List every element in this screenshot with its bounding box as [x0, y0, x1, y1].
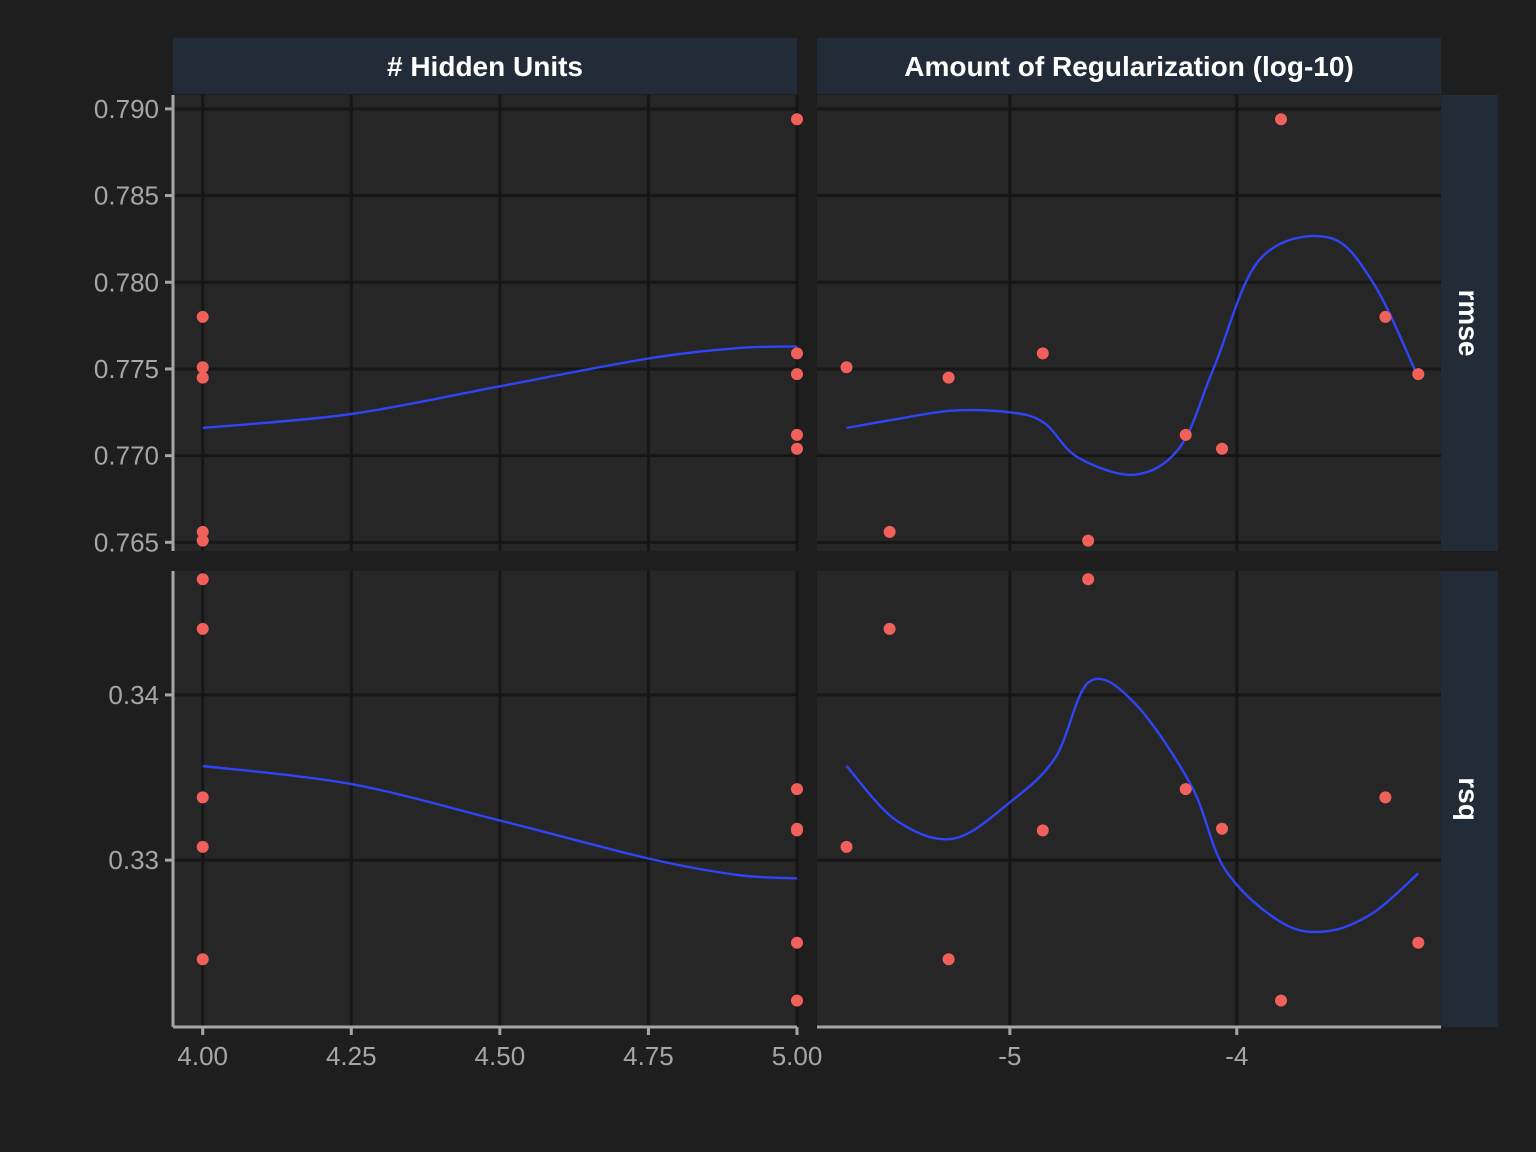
x-tick-label: 5.00 — [772, 1041, 823, 1071]
data-point — [1379, 791, 1391, 803]
panel-background — [817, 95, 1441, 551]
panel-background — [817, 571, 1441, 1027]
x-tick-label: 4.50 — [475, 1041, 526, 1071]
y-tick-label: 0.790 — [94, 94, 159, 124]
data-point — [1082, 535, 1094, 547]
data-point — [197, 841, 209, 853]
y-tick-label: 0.785 — [94, 181, 159, 211]
data-point — [197, 311, 209, 323]
y-tick-label: 0.780 — [94, 267, 159, 297]
data-point — [1180, 783, 1192, 795]
strip-label-regularization: Amount of Regularization (log-10) — [904, 51, 1354, 82]
data-point — [943, 372, 955, 384]
data-point — [943, 953, 955, 965]
x-tick-label: 4.75 — [623, 1041, 674, 1071]
panel-regularization-rmse — [817, 95, 1441, 551]
data-point — [840, 841, 852, 853]
y-tick-label: 0.770 — [94, 441, 159, 471]
data-point — [791, 995, 803, 1007]
data-point — [791, 347, 803, 359]
strip-label-rmse: rmse — [1453, 290, 1484, 357]
data-point — [197, 791, 209, 803]
data-point — [1082, 573, 1094, 585]
panel-hidden_units-rsq — [173, 571, 803, 1027]
data-point — [791, 823, 803, 835]
strip-label-rsq: rsq — [1453, 777, 1484, 821]
data-point — [791, 937, 803, 949]
data-point — [791, 429, 803, 441]
data-point — [197, 573, 209, 585]
data-point — [791, 113, 803, 125]
data-point — [791, 443, 803, 455]
data-point — [884, 526, 896, 538]
data-point — [791, 783, 803, 795]
y-tick-label: 0.765 — [94, 527, 159, 557]
data-point — [1275, 113, 1287, 125]
data-point — [197, 953, 209, 965]
data-point — [197, 623, 209, 635]
x-tick-label: -5 — [998, 1041, 1021, 1071]
data-point — [1216, 443, 1228, 455]
data-point — [1037, 347, 1049, 359]
data-point — [197, 535, 209, 547]
data-point — [840, 361, 852, 373]
data-point — [884, 623, 896, 635]
data-point — [1379, 311, 1391, 323]
data-point — [1275, 995, 1287, 1007]
panel-background — [173, 571, 797, 1027]
data-point — [1216, 823, 1228, 835]
data-point — [197, 361, 209, 373]
data-point — [1412, 937, 1424, 949]
y-tick-label: 0.33 — [108, 845, 159, 875]
x-tick-label: 4.25 — [326, 1041, 377, 1071]
data-point — [197, 372, 209, 384]
x-tick-label: 4.00 — [177, 1041, 228, 1071]
x-tick-label: -4 — [1225, 1041, 1248, 1071]
panel-regularization-rsq — [817, 571, 1441, 1027]
data-point — [791, 368, 803, 380]
y-tick-label: 0.34 — [108, 680, 159, 710]
panel-hidden_units-rmse — [173, 95, 803, 551]
data-point — [1037, 824, 1049, 836]
strip-label-hidden-units: # Hidden Units — [387, 51, 583, 82]
y-tick-label: 0.775 — [94, 354, 159, 384]
data-point — [1412, 368, 1424, 380]
panel-background — [173, 95, 797, 551]
data-point — [1180, 429, 1192, 441]
